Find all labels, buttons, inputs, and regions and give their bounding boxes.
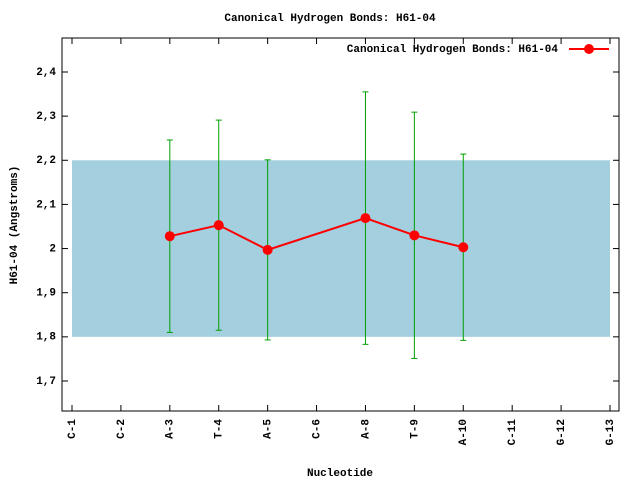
- y-tick-label: 2,1: [36, 199, 56, 211]
- x-axis-label: Nucleotide: [307, 468, 373, 480]
- point: [458, 242, 469, 253]
- x-tick-label: G-13: [605, 419, 617, 446]
- plot-frame: [61, 37, 620, 412]
- x-tick-label: A-10: [458, 419, 470, 445]
- chart-title: Canonical Hydrogen Bonds: H61-04: [224, 13, 436, 25]
- legend-marker: [584, 44, 594, 54]
- x-tick-label: C-11: [507, 419, 519, 446]
- point: [409, 230, 420, 241]
- legend-label: Canonical Hydrogen Bonds: H61-04: [347, 44, 559, 56]
- point: [262, 244, 273, 255]
- y-tick-label: 2: [49, 243, 56, 255]
- y-tick-label: 1,9: [36, 288, 56, 300]
- y-axis-label: H61-04 (Angstroms): [9, 166, 21, 285]
- x-tick-label: C-1: [67, 419, 79, 439]
- x-tick-label: C-2: [116, 419, 128, 439]
- point: [213, 220, 224, 231]
- y-tick-label: 1,7: [36, 376, 56, 388]
- y-tick-label: 2,3: [36, 111, 56, 123]
- x-tick-label: T-9: [409, 419, 421, 439]
- y-tick-label: 2,2: [36, 155, 56, 167]
- x-tick-label: A-8: [360, 419, 372, 439]
- y-tick-label: 1,8: [36, 332, 56, 344]
- x-tick-label: A-3: [165, 419, 177, 439]
- x-tick-label: T-4: [214, 419, 226, 439]
- reference-band: [72, 160, 610, 337]
- y-tick-label: 2,4: [36, 67, 56, 79]
- x-tick-label: A-5: [263, 419, 275, 439]
- point: [164, 231, 175, 242]
- point: [360, 213, 371, 224]
- series-line: [169, 217, 464, 251]
- x-tick-label: G-12: [556, 419, 568, 445]
- x-tick-label: C-6: [311, 419, 323, 439]
